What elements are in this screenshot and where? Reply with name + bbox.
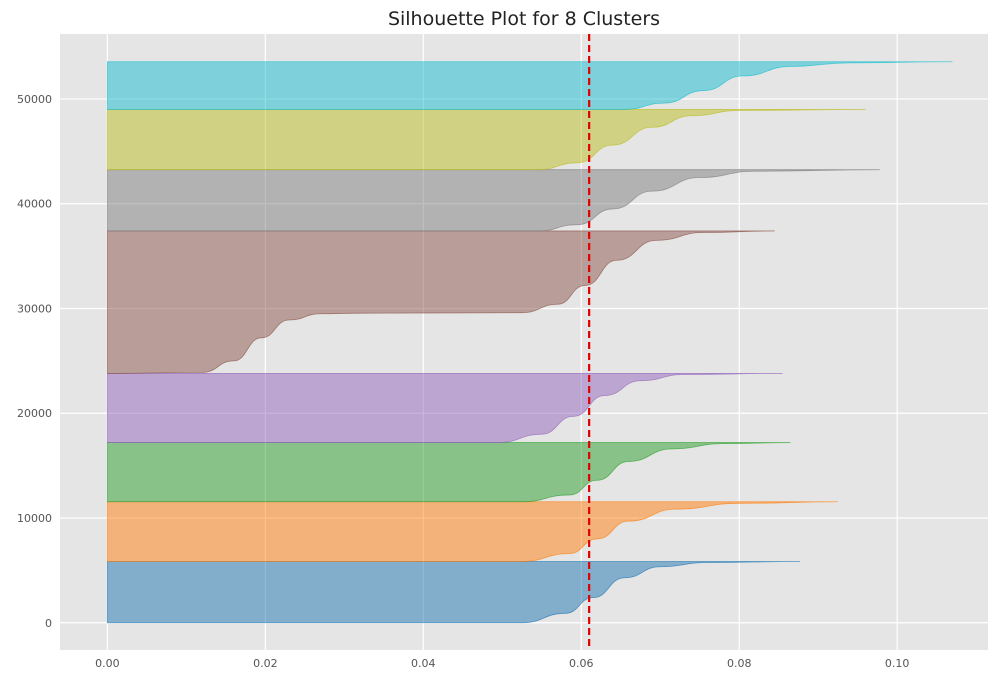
x-tick-label: 0.02 (253, 657, 278, 670)
y-tick-label: 40000 (17, 198, 52, 211)
y-tick-label: 0 (45, 617, 52, 630)
cluster-1-area (106, 501, 838, 562)
y-tick-label: 20000 (17, 407, 52, 420)
cluster-2-area (106, 442, 791, 503)
chart-title: Silhouette Plot for 8 Clusters (388, 8, 660, 30)
y-tick-label: 30000 (17, 302, 52, 315)
cluster-6-area (106, 109, 866, 171)
cluster-5-area (106, 169, 880, 232)
cluster-0-area (106, 561, 801, 624)
cluster-4-area (106, 230, 775, 374)
x-tick-label: 0.08 (727, 657, 752, 670)
cluster-3-area (106, 373, 783, 443)
y-axis-ticks: 0 10000 20000 30000 40000 50000 (17, 93, 52, 630)
y-tick-label: 50000 (17, 93, 52, 106)
cluster-7-area (106, 61, 953, 110)
cluster-areas (106, 61, 953, 624)
x-axis-ticks: 0.00 0.02 0.04 0.06 0.08 0.10 (95, 657, 909, 670)
x-tick-label: 0.06 (569, 657, 594, 670)
y-tick-label: 10000 (17, 512, 52, 525)
x-tick-label: 0.04 (411, 657, 436, 670)
x-tick-label: 0.10 (885, 657, 910, 670)
x-tick-label: 0.00 (95, 657, 120, 670)
